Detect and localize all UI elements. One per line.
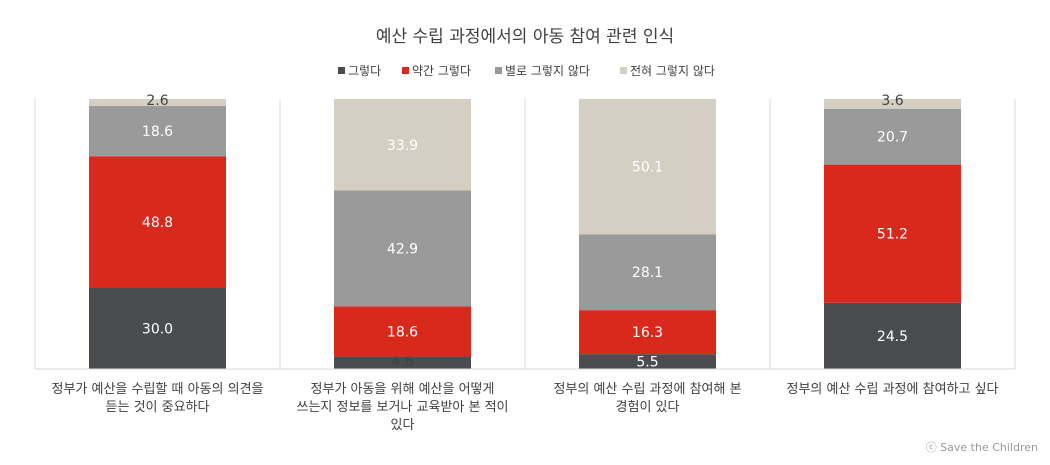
bar-segment — [579, 310, 716, 355]
credit-text: ⓒ Save the Children — [926, 441, 1038, 454]
category-label: 있다 — [391, 418, 415, 433]
bar-segment — [334, 190, 471, 307]
chart-bars: 30.0 48.8 18.6 2.6 4.6 18.6 42.9 33.9 5.5 16.3 28.… — [89, 93, 961, 371]
bar-value-label: 4.6 — [391, 354, 413, 370]
legend-swatch-3 — [495, 67, 502, 74]
category-label: 쓰는지 정보를 보거나 교육받아 본 적이 — [296, 400, 508, 415]
bar-segment — [89, 288, 226, 369]
bar-value-label: 18.6 — [142, 124, 173, 140]
category-label: 듣는 것이 중요하다 — [106, 400, 210, 415]
bar-value-label: 2.6 — [146, 93, 168, 109]
bar-value-label: 30.0 — [142, 322, 173, 338]
bar-segment — [89, 106, 226, 157]
bar-segment — [89, 156, 226, 288]
bar-segment — [579, 354, 716, 369]
bar-value-label: 20.7 — [877, 130, 908, 146]
bar-value-label: 3.6 — [881, 93, 903, 109]
bar-value-label: 48.8 — [142, 215, 173, 231]
chart-legend: 그렇다 약간 그렇다 별로 그렇지 않다 전혀 그렇지 않다 — [338, 63, 715, 78]
bar-segment — [579, 99, 716, 235]
legend-swatch-1 — [338, 67, 345, 74]
bar-value-label: 33.9 — [387, 138, 418, 154]
bar-segment — [824, 108, 961, 165]
bar-segment — [334, 356, 471, 369]
legend-swatch-4 — [620, 67, 627, 74]
category-label: 정부가 예산을 수립할 때 아동의 의견을 — [51, 382, 263, 397]
bar-segment — [824, 164, 961, 303]
legend-label-1: 그렇다 — [348, 63, 381, 78]
legend-label-4: 전혀 그렇지 않다 — [630, 63, 715, 78]
bar-segment — [579, 234, 716, 311]
bar-value-label: 24.5 — [877, 329, 908, 345]
category-label: 경험이 있다 — [616, 400, 680, 415]
bar-value-label: 51.2 — [877, 227, 908, 243]
bar-value-label: 28.1 — [632, 265, 663, 281]
legend-label-3: 별로 그렇지 않다 — [505, 63, 590, 78]
category-label: 정부의 예산 수립 과정에 참여해 본 — [553, 382, 741, 397]
bar-value-label: 42.9 — [387, 241, 418, 257]
legend-swatch-2 — [402, 67, 409, 74]
chart-title: 예산 수립 과정에서의 아동 참여 관련 인식 — [376, 27, 674, 47]
bar-value-label: 50.1 — [632, 160, 663, 176]
bar-segment — [824, 302, 961, 369]
bar-value-label: 5.5 — [636, 355, 658, 371]
bar-segment — [824, 99, 961, 109]
bar-segment — [334, 306, 471, 357]
legend-label-2: 약간 그렇다 — [412, 63, 471, 78]
category-label: 정부가 아동을 위해 예산을 어떻게 — [311, 382, 495, 397]
category-label: 정부의 예산 수립 과정에 참여하고 싶다 — [786, 382, 998, 397]
bar-value-label: 16.3 — [632, 325, 663, 341]
bar-value-label: 18.6 — [387, 324, 418, 340]
bar-segment — [334, 99, 471, 191]
bar-segment — [89, 99, 226, 107]
category-dividers — [34, 99, 1016, 369]
